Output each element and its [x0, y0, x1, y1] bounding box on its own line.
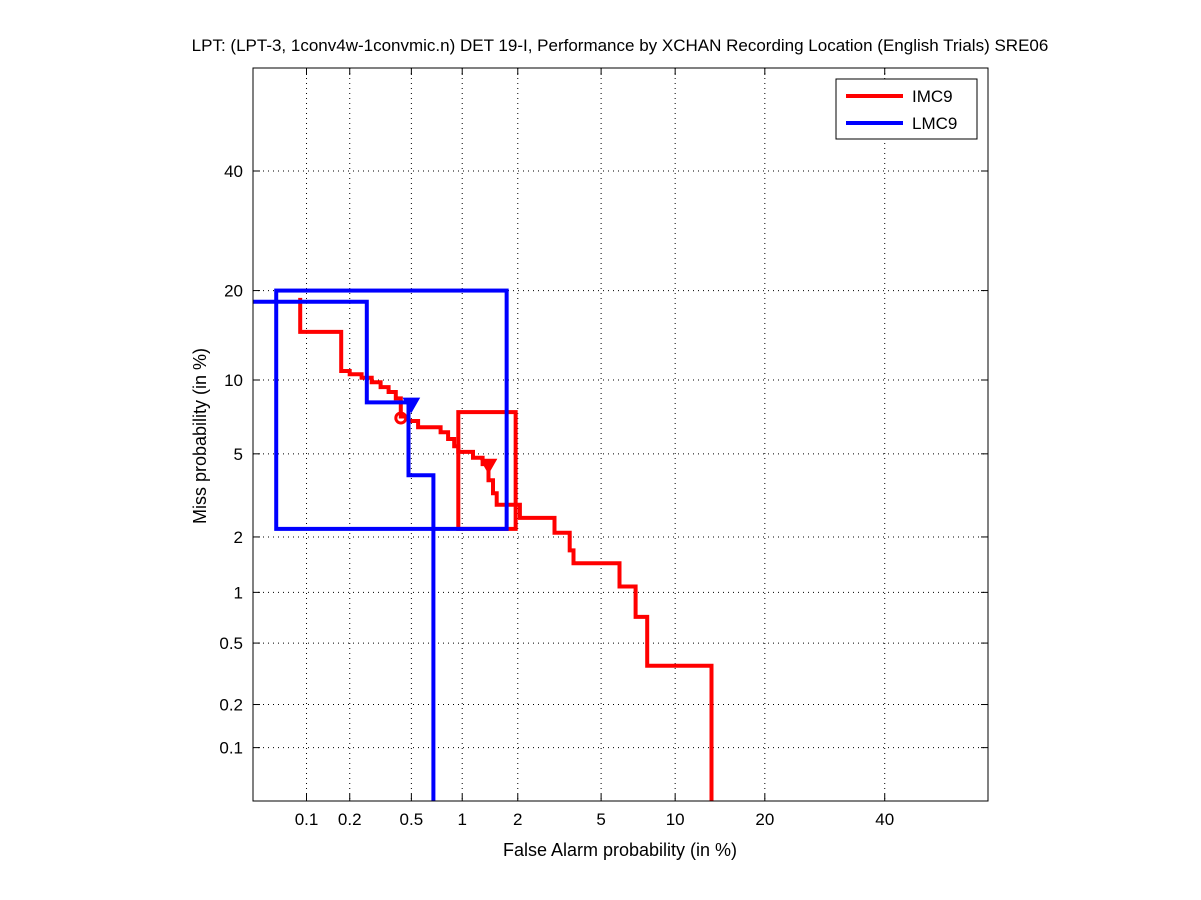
y-tick-label: 0.2 — [219, 696, 243, 715]
x-tick-label: 10 — [666, 810, 685, 829]
x-tick-label: 20 — [755, 810, 774, 829]
plot-frame — [252, 67, 989, 802]
x-tick-label: 5 — [596, 810, 605, 829]
actual-dcf-marker-lmc9 — [402, 397, 421, 414]
actual-dcf-marker-imc9 — [479, 458, 498, 475]
y-tick-label: 10 — [224, 371, 243, 390]
series-layer — [253, 288, 714, 801]
y-tick-label: 2 — [234, 528, 243, 547]
grid-layer — [253, 68, 988, 801]
x-tick-label: 1 — [457, 810, 466, 829]
x-tick-label: 2 — [513, 810, 522, 829]
y-tick-label: 0.1 — [219, 739, 243, 758]
x-tick-label: 0.5 — [400, 810, 424, 829]
confidence-box-lmc9 — [274, 288, 509, 531]
x-tick-label: 0.2 — [338, 810, 362, 829]
x-tick-labels: 0.1 0.2 0.5 1 2 5 10 20 40 — [295, 810, 894, 829]
det-curve-lmc9 — [253, 299, 436, 801]
x-tick-label: 0.1 — [295, 810, 319, 829]
det-curve-imc9 — [298, 297, 714, 801]
tick-layer — [253, 68, 988, 801]
x-tick-label: 40 — [875, 810, 894, 829]
legend-label-lmc9: LMC9 — [912, 114, 957, 133]
legend: IMC9 LMC9 — [835, 78, 978, 140]
y-axis-title: Miss probability (in %) — [190, 348, 210, 524]
y-tick-label: 20 — [224, 282, 243, 301]
min-dcf-marker-imc9 — [394, 411, 408, 425]
y-tick-labels: 0.1 0.2 0.5 1 2 5 10 20 40 — [219, 162, 243, 758]
legend-box — [835, 78, 978, 140]
y-tick-label: 1 — [234, 583, 243, 602]
y-tick-label: 40 — [224, 162, 243, 181]
x-axis-title: False Alarm probability (in %) — [503, 840, 737, 860]
series-lmc9 — [253, 288, 509, 801]
legend-label-imc9: IMC9 — [912, 87, 953, 106]
y-tick-label: 5 — [234, 445, 243, 464]
y-tick-label: 0.5 — [219, 634, 243, 653]
chart-title: LPT: (LPT-3, 1conv4w-1convmic.n) DET 19-… — [192, 36, 1049, 55]
